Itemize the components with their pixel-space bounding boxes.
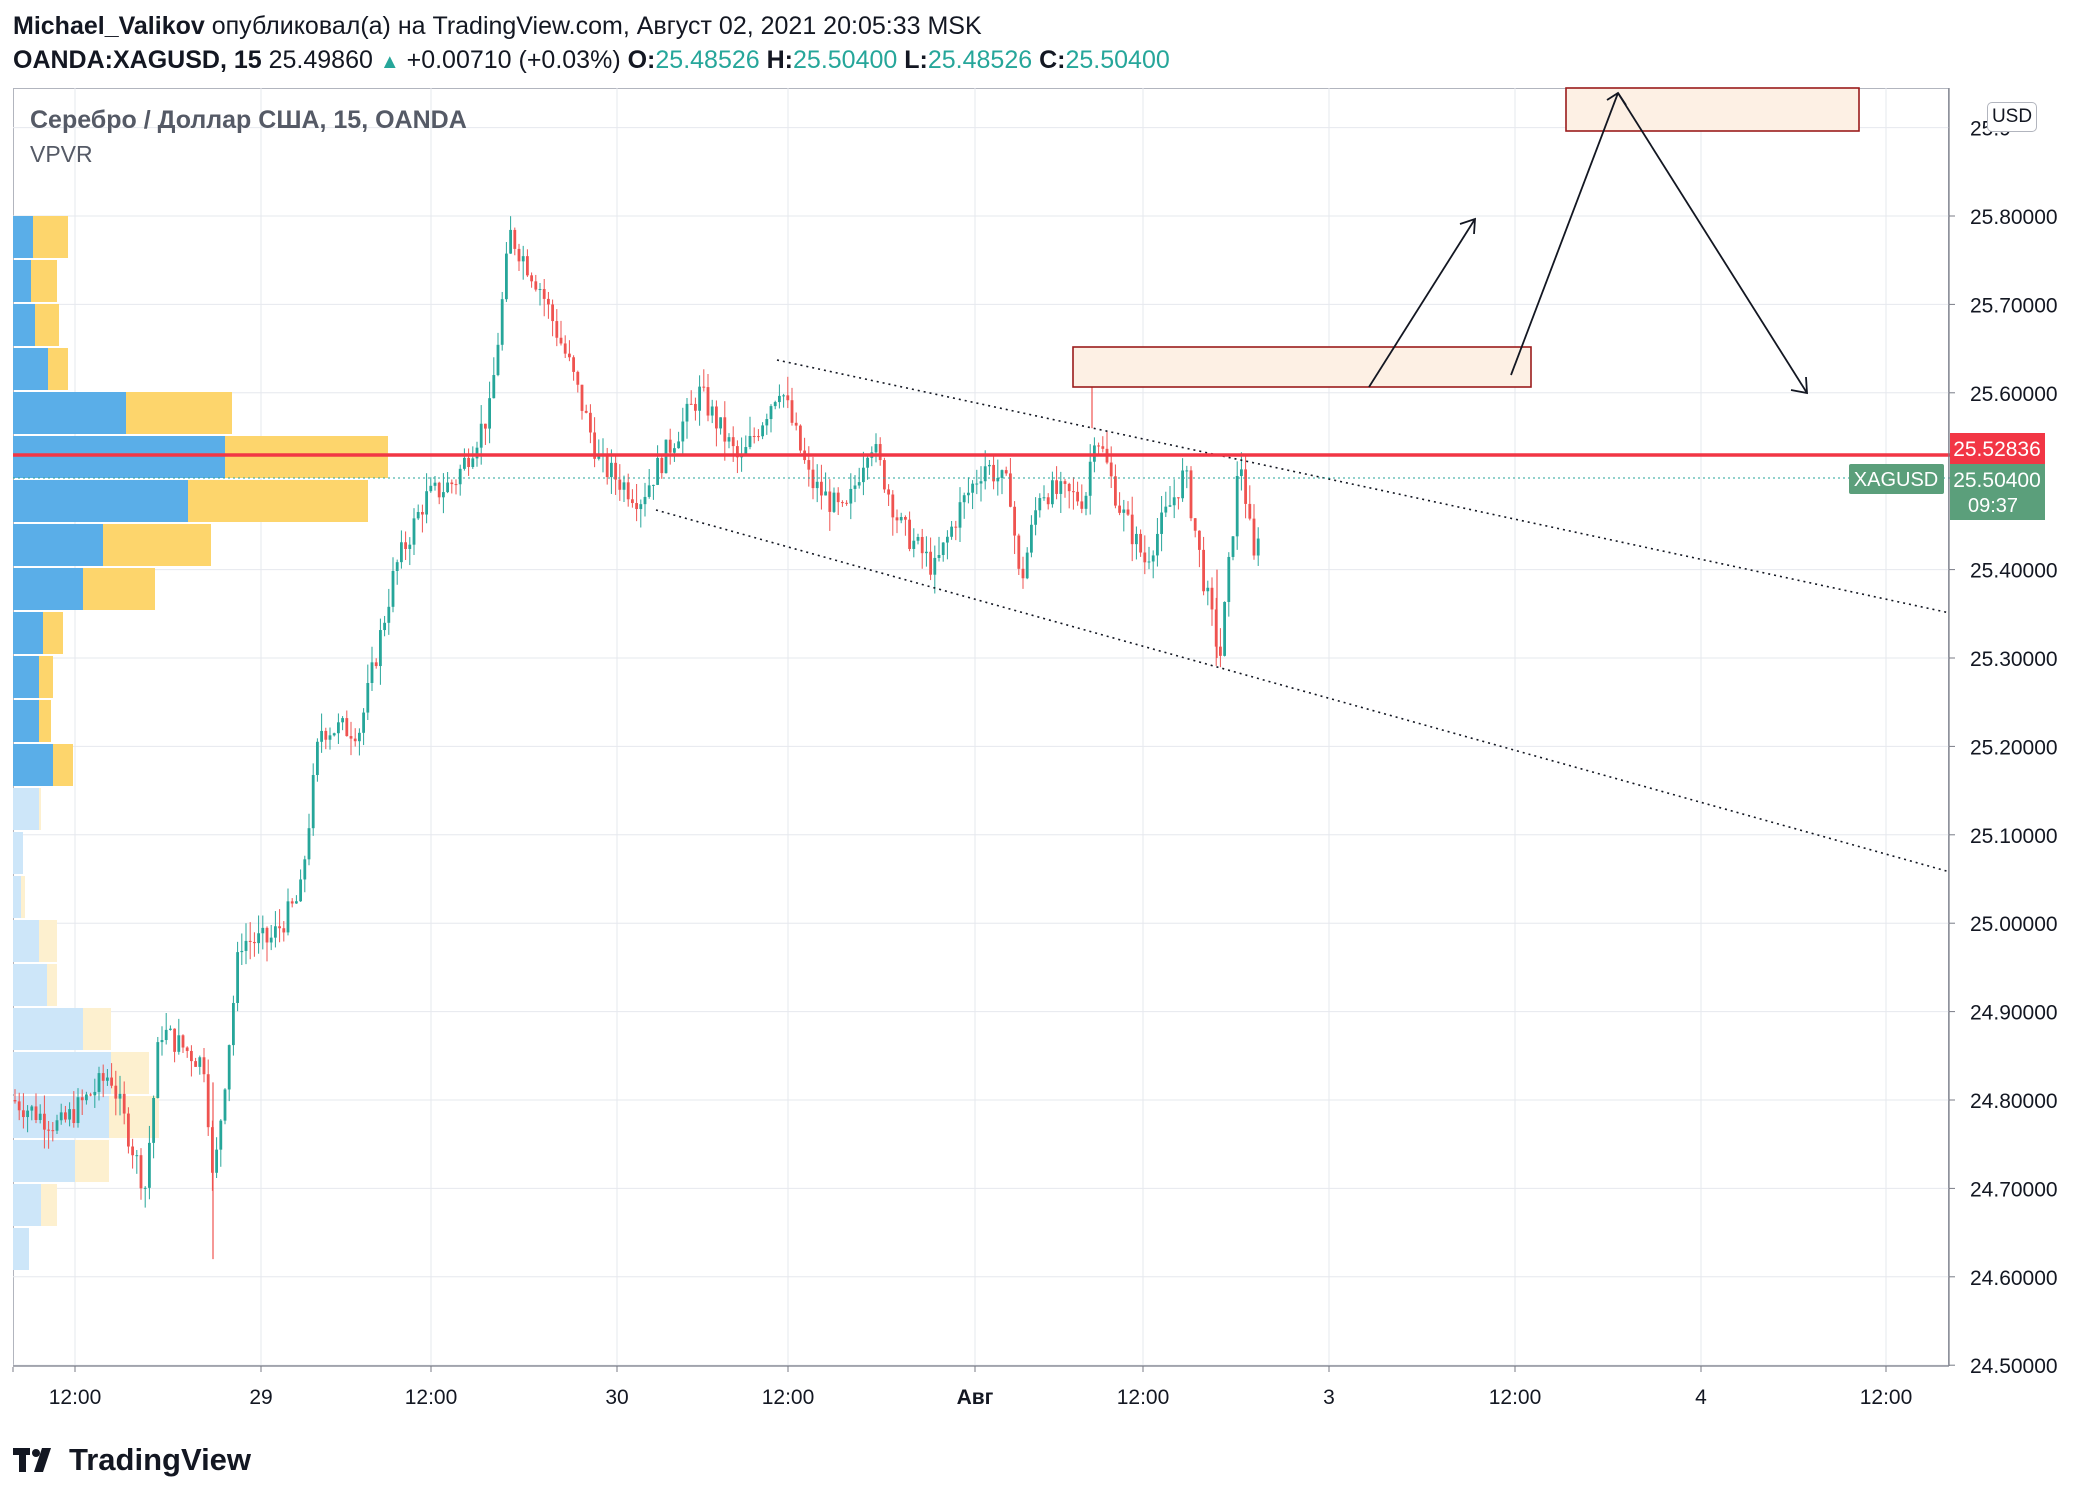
- price-axis[interactable]: 25.80000 25.70000 25.60000 25.40000 25.30000…: [1949, 118, 2058, 1379]
- price-change: +0.00710 (+0.03%): [406, 46, 621, 74]
- drawings: [13, 87, 1951, 873]
- price-tick-label: 24.80000: [1970, 1090, 2058, 1113]
- up-triangle-icon: ▲: [379, 51, 400, 73]
- price-tick-label: 25.20000: [1970, 736, 2058, 759]
- target-zone[interactable]: [1565, 87, 1860, 132]
- currency-button[interactable]: USD: [1987, 102, 2037, 132]
- footer-brand[interactable]: TradingView: [13, 1442, 251, 1478]
- high-label: H:: [766, 46, 794, 74]
- close-value: 25.50400: [1065, 46, 1170, 74]
- channel-lower-line[interactable]: [655, 509, 1951, 873]
- publisher-line: Michael_Valikov опубликовал(а) на Tradin…: [13, 12, 982, 41]
- resistance-price-text: 25.52836: [1953, 438, 2041, 461]
- price-tick-label: 25.80000: [1970, 206, 2058, 229]
- price-tick-label: 24.90000: [1970, 1002, 2058, 1025]
- publisher-user[interactable]: Michael_Valikov: [13, 12, 205, 40]
- countdown-text: 09:37: [1968, 495, 2018, 517]
- low-value: 25.48526: [927, 46, 1033, 74]
- resistance-zone[interactable]: [1072, 346, 1532, 388]
- volume-profile: [13, 216, 388, 1270]
- publisher-text: опубликовал(а) на TradingView.com, Авгус…: [211, 12, 982, 40]
- time-tick-label: 12:00: [762, 1386, 815, 1409]
- time-tick-label: 12:00: [49, 1386, 102, 1409]
- quote-line: OANDA:XAGUSD, 15 25.49860 ▲ +0.00710 (+0…: [13, 46, 1170, 75]
- price-tick-label: 25.00000: [1970, 913, 2058, 936]
- price-tick-label: 25.70000: [1970, 294, 2058, 317]
- tradingview-logo-icon: [13, 1448, 51, 1472]
- resistance-price-badge: [1950, 433, 2045, 464]
- time-tick-label: 12:00: [1117, 1386, 1170, 1409]
- open-label: O:: [627, 46, 656, 74]
- time-axis[interactable]: 12:00 29 12:00 30 12:00 Авг 12:00 3 12:00 4 12:00: [49, 1366, 1913, 1409]
- symbol-badge: [1849, 464, 1944, 494]
- time-tick-label: Авг: [957, 1386, 994, 1409]
- grid-lines: [13, 88, 1949, 1366]
- close-label: C:: [1039, 46, 1066, 74]
- open-value: 25.48526: [655, 46, 760, 74]
- price-tick-label: 24.50000: [1970, 1355, 2058, 1378]
- time-tick-label: 30: [605, 1386, 628, 1409]
- price-tick-label: 25.40000: [1970, 560, 2058, 583]
- indicator-label[interactable]: VPVR: [30, 141, 93, 167]
- time-tick-label: 12:00: [405, 1386, 458, 1409]
- last-price-badge: [1950, 464, 2045, 520]
- last-price-text: 25.50400: [1953, 469, 2041, 492]
- time-tick-label: 4: [1695, 1386, 1707, 1409]
- time-tick-label: 12:00: [1489, 1386, 1542, 1409]
- chart-title: Серебро / Доллар США, 15, OANDA: [30, 106, 467, 134]
- price-tick-label: 24.70000: [1970, 1178, 2058, 1201]
- brand-name: TradingView: [69, 1442, 252, 1477]
- symbol-label: OANDA:XAGUSD, 15: [13, 46, 262, 74]
- price-tick-label: 25.30000: [1970, 648, 2058, 671]
- channel-upper-line[interactable]: [776, 359, 1951, 614]
- time-tick-label: 3: [1323, 1386, 1335, 1409]
- price-badges: 25.52836 XAGUSD 25.50400 09:37: [1849, 433, 2045, 520]
- price-tick-label: 25.10000: [1970, 825, 2058, 848]
- projection-arrows[interactable]: [1368, 91, 1808, 395]
- price-tick-label: 24.60000: [1970, 1267, 2058, 1290]
- high-value: 25.50400: [793, 46, 898, 74]
- axes: [12, 88, 1950, 1372]
- time-tick-label: 29: [249, 1386, 272, 1409]
- last-price: 25.49860: [268, 46, 373, 74]
- low-label: L:: [904, 46, 928, 74]
- symbol-badge-text: XAGUSD: [1854, 469, 1938, 491]
- time-tick-label: 12:00: [1860, 1386, 1913, 1409]
- price-tick-label: 25.60000: [1970, 383, 2058, 406]
